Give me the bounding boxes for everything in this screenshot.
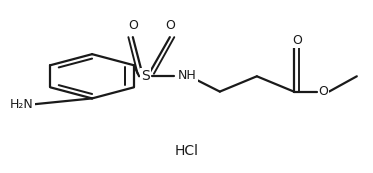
Text: HCl: HCl	[175, 144, 198, 158]
Text: NH: NH	[178, 69, 197, 82]
Text: O: O	[319, 85, 328, 98]
Text: O: O	[293, 34, 303, 47]
Text: O: O	[165, 19, 175, 32]
Text: H₂N: H₂N	[10, 98, 34, 111]
Text: O: O	[128, 19, 138, 32]
Text: S: S	[141, 69, 150, 83]
